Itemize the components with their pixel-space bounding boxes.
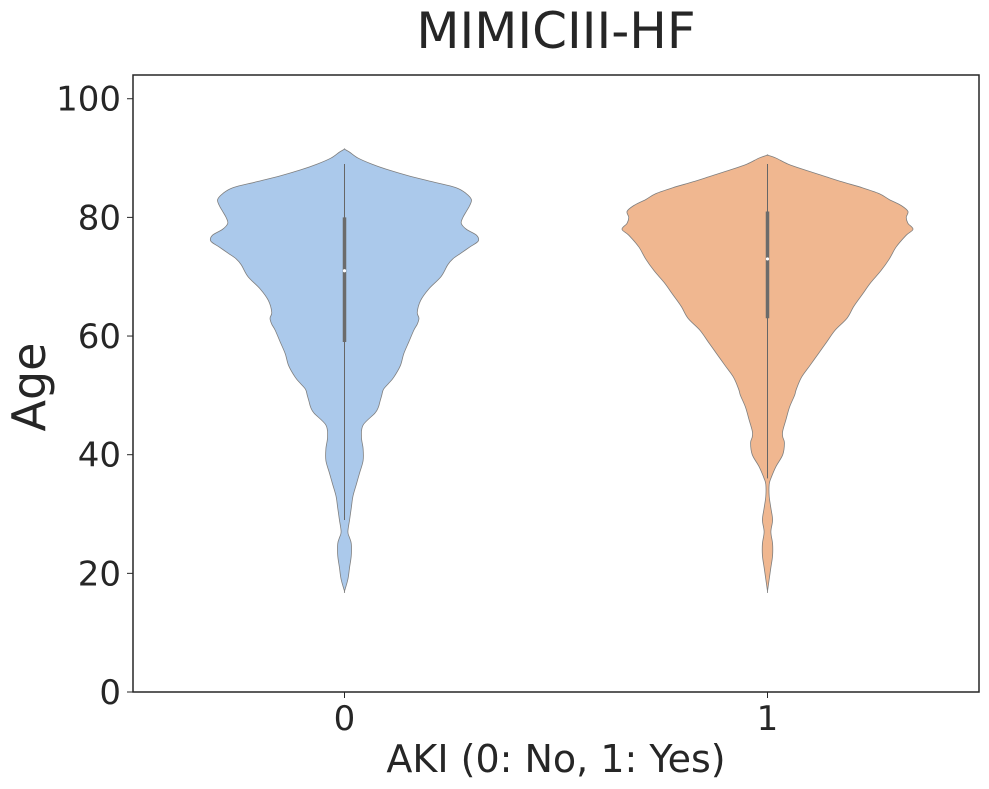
violin-layer (209, 148, 914, 594)
plot-frame (132, 74, 980, 693)
violin-median-1 (765, 257, 770, 261)
y-tick-label: 80 (78, 198, 121, 238)
x-tick-label: 0 (334, 699, 356, 739)
x-tick-label: 1 (757, 699, 779, 739)
y-tick-label: 60 (78, 317, 121, 357)
violin-median-0 (342, 269, 347, 273)
y-tick-label: 100 (56, 80, 121, 120)
chart-title: MIMICIII-HF (416, 2, 695, 60)
y-tick-label: 40 (78, 436, 121, 476)
y-tick-label: 20 (78, 554, 121, 594)
x-axis-label: AKI (0: No, 1: Yes) (386, 737, 725, 781)
y-tick-label: 0 (99, 673, 121, 713)
y-axis-label: Age (2, 343, 56, 432)
y-axis-ticks: 0 20 40 60 80 100 (56, 80, 133, 713)
